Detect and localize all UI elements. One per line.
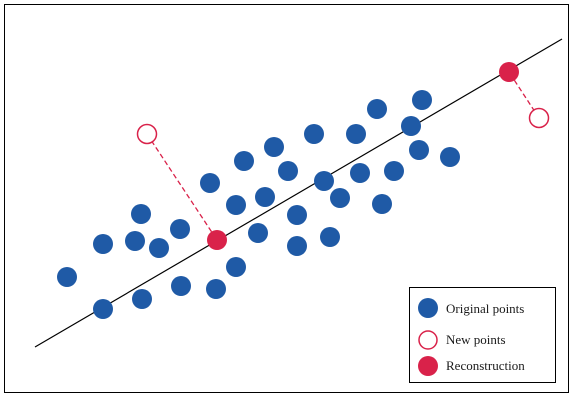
original-point xyxy=(350,163,370,183)
original-point xyxy=(226,257,246,277)
reconstruction-point xyxy=(207,230,227,250)
legend-new-label: New points xyxy=(446,332,506,347)
original-point xyxy=(314,171,334,191)
original-point xyxy=(264,137,284,157)
original-point xyxy=(372,194,392,214)
original-point xyxy=(320,227,340,247)
original-point xyxy=(226,195,246,215)
original-point xyxy=(384,161,404,181)
original-point xyxy=(93,234,113,254)
legend-new-marker xyxy=(418,330,438,350)
original-point xyxy=(248,223,268,243)
original-point xyxy=(132,289,152,309)
original-point xyxy=(287,205,307,225)
legend-reconstruction-marker xyxy=(418,356,438,376)
original-point xyxy=(330,188,350,208)
legend: Original points New points Reconstructio… xyxy=(409,287,556,383)
original-point xyxy=(131,204,151,224)
reconstruction-points xyxy=(207,62,519,250)
original-point xyxy=(170,219,190,239)
new-points xyxy=(136,107,550,145)
legend-original-marker xyxy=(418,298,438,318)
original-points xyxy=(57,90,460,319)
original-point xyxy=(401,116,421,136)
original-point xyxy=(200,173,220,193)
original-point xyxy=(125,231,145,251)
new-point xyxy=(136,123,158,145)
original-point xyxy=(171,276,191,296)
original-point xyxy=(287,236,307,256)
original-point xyxy=(206,279,226,299)
legend-original-label: Original points xyxy=(446,301,524,316)
original-point xyxy=(57,267,77,287)
original-point xyxy=(367,99,387,119)
original-point xyxy=(304,124,324,144)
original-point xyxy=(255,187,275,207)
fit-line xyxy=(34,38,563,348)
projection-line xyxy=(146,133,218,241)
reconstruction-point xyxy=(499,62,519,82)
original-point xyxy=(409,140,429,160)
new-point xyxy=(528,107,550,129)
legend-reconstruction-label: Reconstruction xyxy=(446,358,525,373)
original-point xyxy=(278,161,298,181)
original-point xyxy=(440,147,460,167)
original-point xyxy=(412,90,432,110)
original-point xyxy=(149,238,169,258)
original-point xyxy=(234,151,254,171)
original-point xyxy=(346,124,366,144)
original-point xyxy=(93,299,113,319)
